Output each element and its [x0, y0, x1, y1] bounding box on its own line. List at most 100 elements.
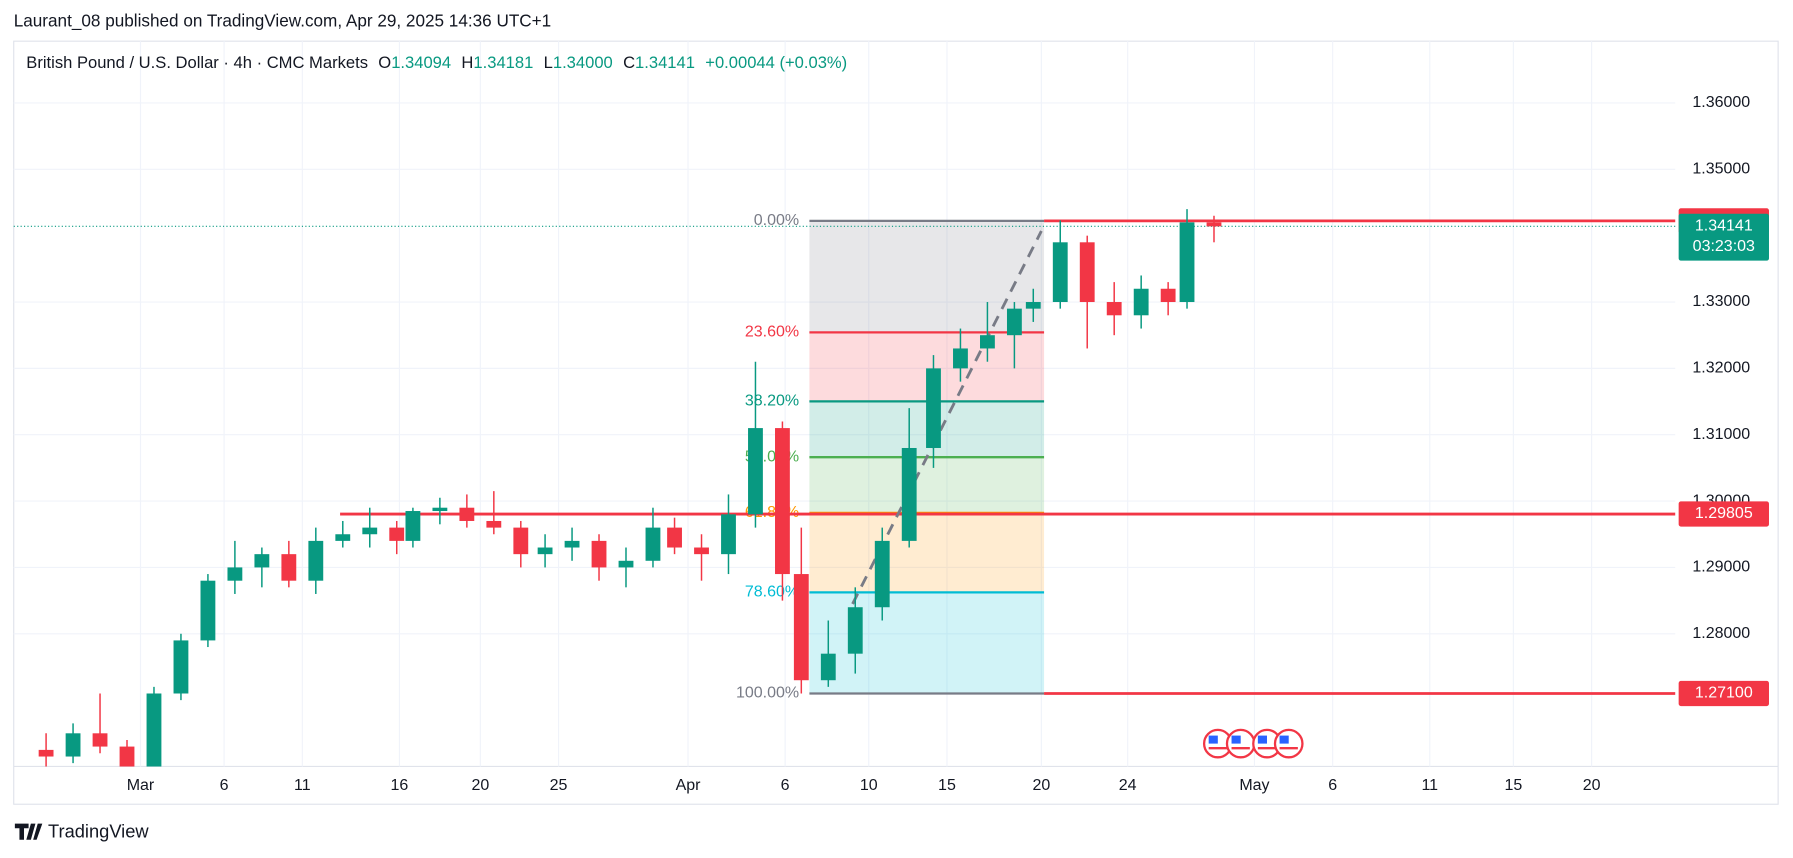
x-tick-label: 24 [1119, 777, 1137, 794]
ohlc-value: 1.34181 [473, 53, 533, 72]
price-label-box [1678, 501, 1769, 527]
x-tick-label: 15 [938, 777, 956, 794]
y-tick-label: 1.29000 [1692, 559, 1750, 576]
x-tick-label: 20 [1583, 777, 1601, 794]
event-icons [1202, 728, 1304, 759]
ohlc-value: 1.34141 [635, 53, 695, 72]
candle-body [618, 560, 634, 568]
fib-label: 0.00% [754, 212, 799, 229]
candle-body [200, 580, 216, 641]
candle-body [1079, 242, 1095, 303]
candle-body [308, 540, 324, 581]
x-tick-label: 20 [471, 777, 489, 794]
ohlc-key: H [461, 53, 473, 72]
candle-body [65, 733, 81, 757]
candle-body [119, 746, 135, 767]
last-price-label: 1.34141 [1695, 218, 1753, 235]
candle-body [92, 733, 108, 747]
candle-body [254, 554, 270, 568]
y-tick-label: 1.31000 [1692, 426, 1750, 443]
candle-body [1133, 288, 1149, 316]
countdown-label: 03:23:03 [1693, 238, 1755, 255]
candle-body [432, 507, 448, 512]
grid [13, 41, 1676, 767]
x-tick-label: 6 [1328, 777, 1337, 794]
candle-body [874, 540, 890, 608]
us-event [1202, 728, 1233, 759]
candle-body [793, 574, 809, 681]
us-event [1273, 728, 1304, 759]
y-tick-label: 1.35000 [1692, 161, 1750, 178]
y-tick-label: 1.32000 [1692, 360, 1750, 377]
x-tick-label: Apr [676, 777, 702, 794]
y-tick-label: 1.33000 [1692, 293, 1750, 310]
footer-logo: TradingView [14, 821, 149, 842]
candle-body [281, 554, 297, 581]
footer-brand: TradingView [48, 821, 149, 842]
candle-body [721, 514, 736, 555]
x-tick-label: 6 [220, 777, 229, 794]
chart-title: British Pound / U.S. Dollar · 4h · CMC M… [26, 53, 368, 72]
fib-label: 23.60% [745, 324, 799, 341]
candle-body [227, 567, 243, 581]
ohlc-key: C [623, 53, 635, 72]
candle-body [847, 607, 863, 654]
candle-body [645, 527, 661, 561]
us-event [1225, 728, 1256, 759]
x-tick-label: 16 [391, 777, 409, 794]
ohlc-key: L [544, 53, 553, 72]
candle-body [389, 527, 405, 541]
x-tick-label: 11 [294, 777, 311, 794]
candle-body [537, 547, 553, 555]
ohlc-value: 1.34094 [391, 53, 451, 72]
candle-body [335, 534, 351, 541]
fib-zone [809, 512, 1045, 593]
fib-label: 100.00% [736, 685, 799, 702]
candle-body [775, 428, 790, 575]
x-tick-label: 20 [1032, 777, 1050, 794]
price-label: 1.29805 [1695, 505, 1753, 522]
fib-label: 38.20% [745, 393, 799, 410]
candle-body [173, 640, 189, 694]
legend-text: British Pound / U.S. Dollar · 4h · CMC M… [26, 53, 847, 72]
y-tick-label: 1.28000 [1692, 625, 1750, 642]
candle-body [901, 447, 917, 541]
x-tick-label: 15 [1504, 777, 1522, 794]
fib-zone [809, 592, 1045, 694]
candle-body [1025, 302, 1041, 309]
candle-body [146, 693, 162, 767]
candle-body [980, 335, 995, 349]
candle-body [459, 507, 475, 521]
price-label: 1.27100 [1695, 685, 1753, 702]
x-tick-label: Mar [127, 777, 155, 794]
y-tick-label: 1.36000 [1692, 94, 1750, 111]
candle-body [591, 540, 607, 568]
candle-body [1179, 222, 1195, 303]
candles [38, 209, 1222, 767]
candle-body [486, 520, 502, 528]
candle-body [667, 527, 682, 548]
candle-body [1106, 302, 1122, 316]
x-tick-label: 25 [550, 777, 568, 794]
axes: 1.280001.290001.300001.310001.320001.330… [127, 94, 1769, 794]
candle-body [1006, 308, 1022, 336]
candle-body [1206, 222, 1222, 227]
ohlc-value: 1.34000 [553, 53, 613, 72]
chart-frame [13, 40, 1779, 805]
candle-body [38, 749, 54, 757]
candle-body [362, 527, 378, 535]
price-label-box [1678, 680, 1769, 707]
candle-body [405, 511, 421, 541]
x-tick-label: May [1239, 777, 1269, 794]
candle-body [926, 368, 941, 448]
publish-header: Laurant_08 published on TradingView.com,… [14, 10, 551, 30]
candle-body [953, 348, 968, 369]
fib-label: 78.60% [745, 584, 799, 601]
x-tick-label: 10 [860, 777, 878, 794]
x-tick-label: 6 [781, 777, 790, 794]
fib-zone [809, 220, 1045, 333]
x-tick-label: 11 [1421, 777, 1438, 794]
